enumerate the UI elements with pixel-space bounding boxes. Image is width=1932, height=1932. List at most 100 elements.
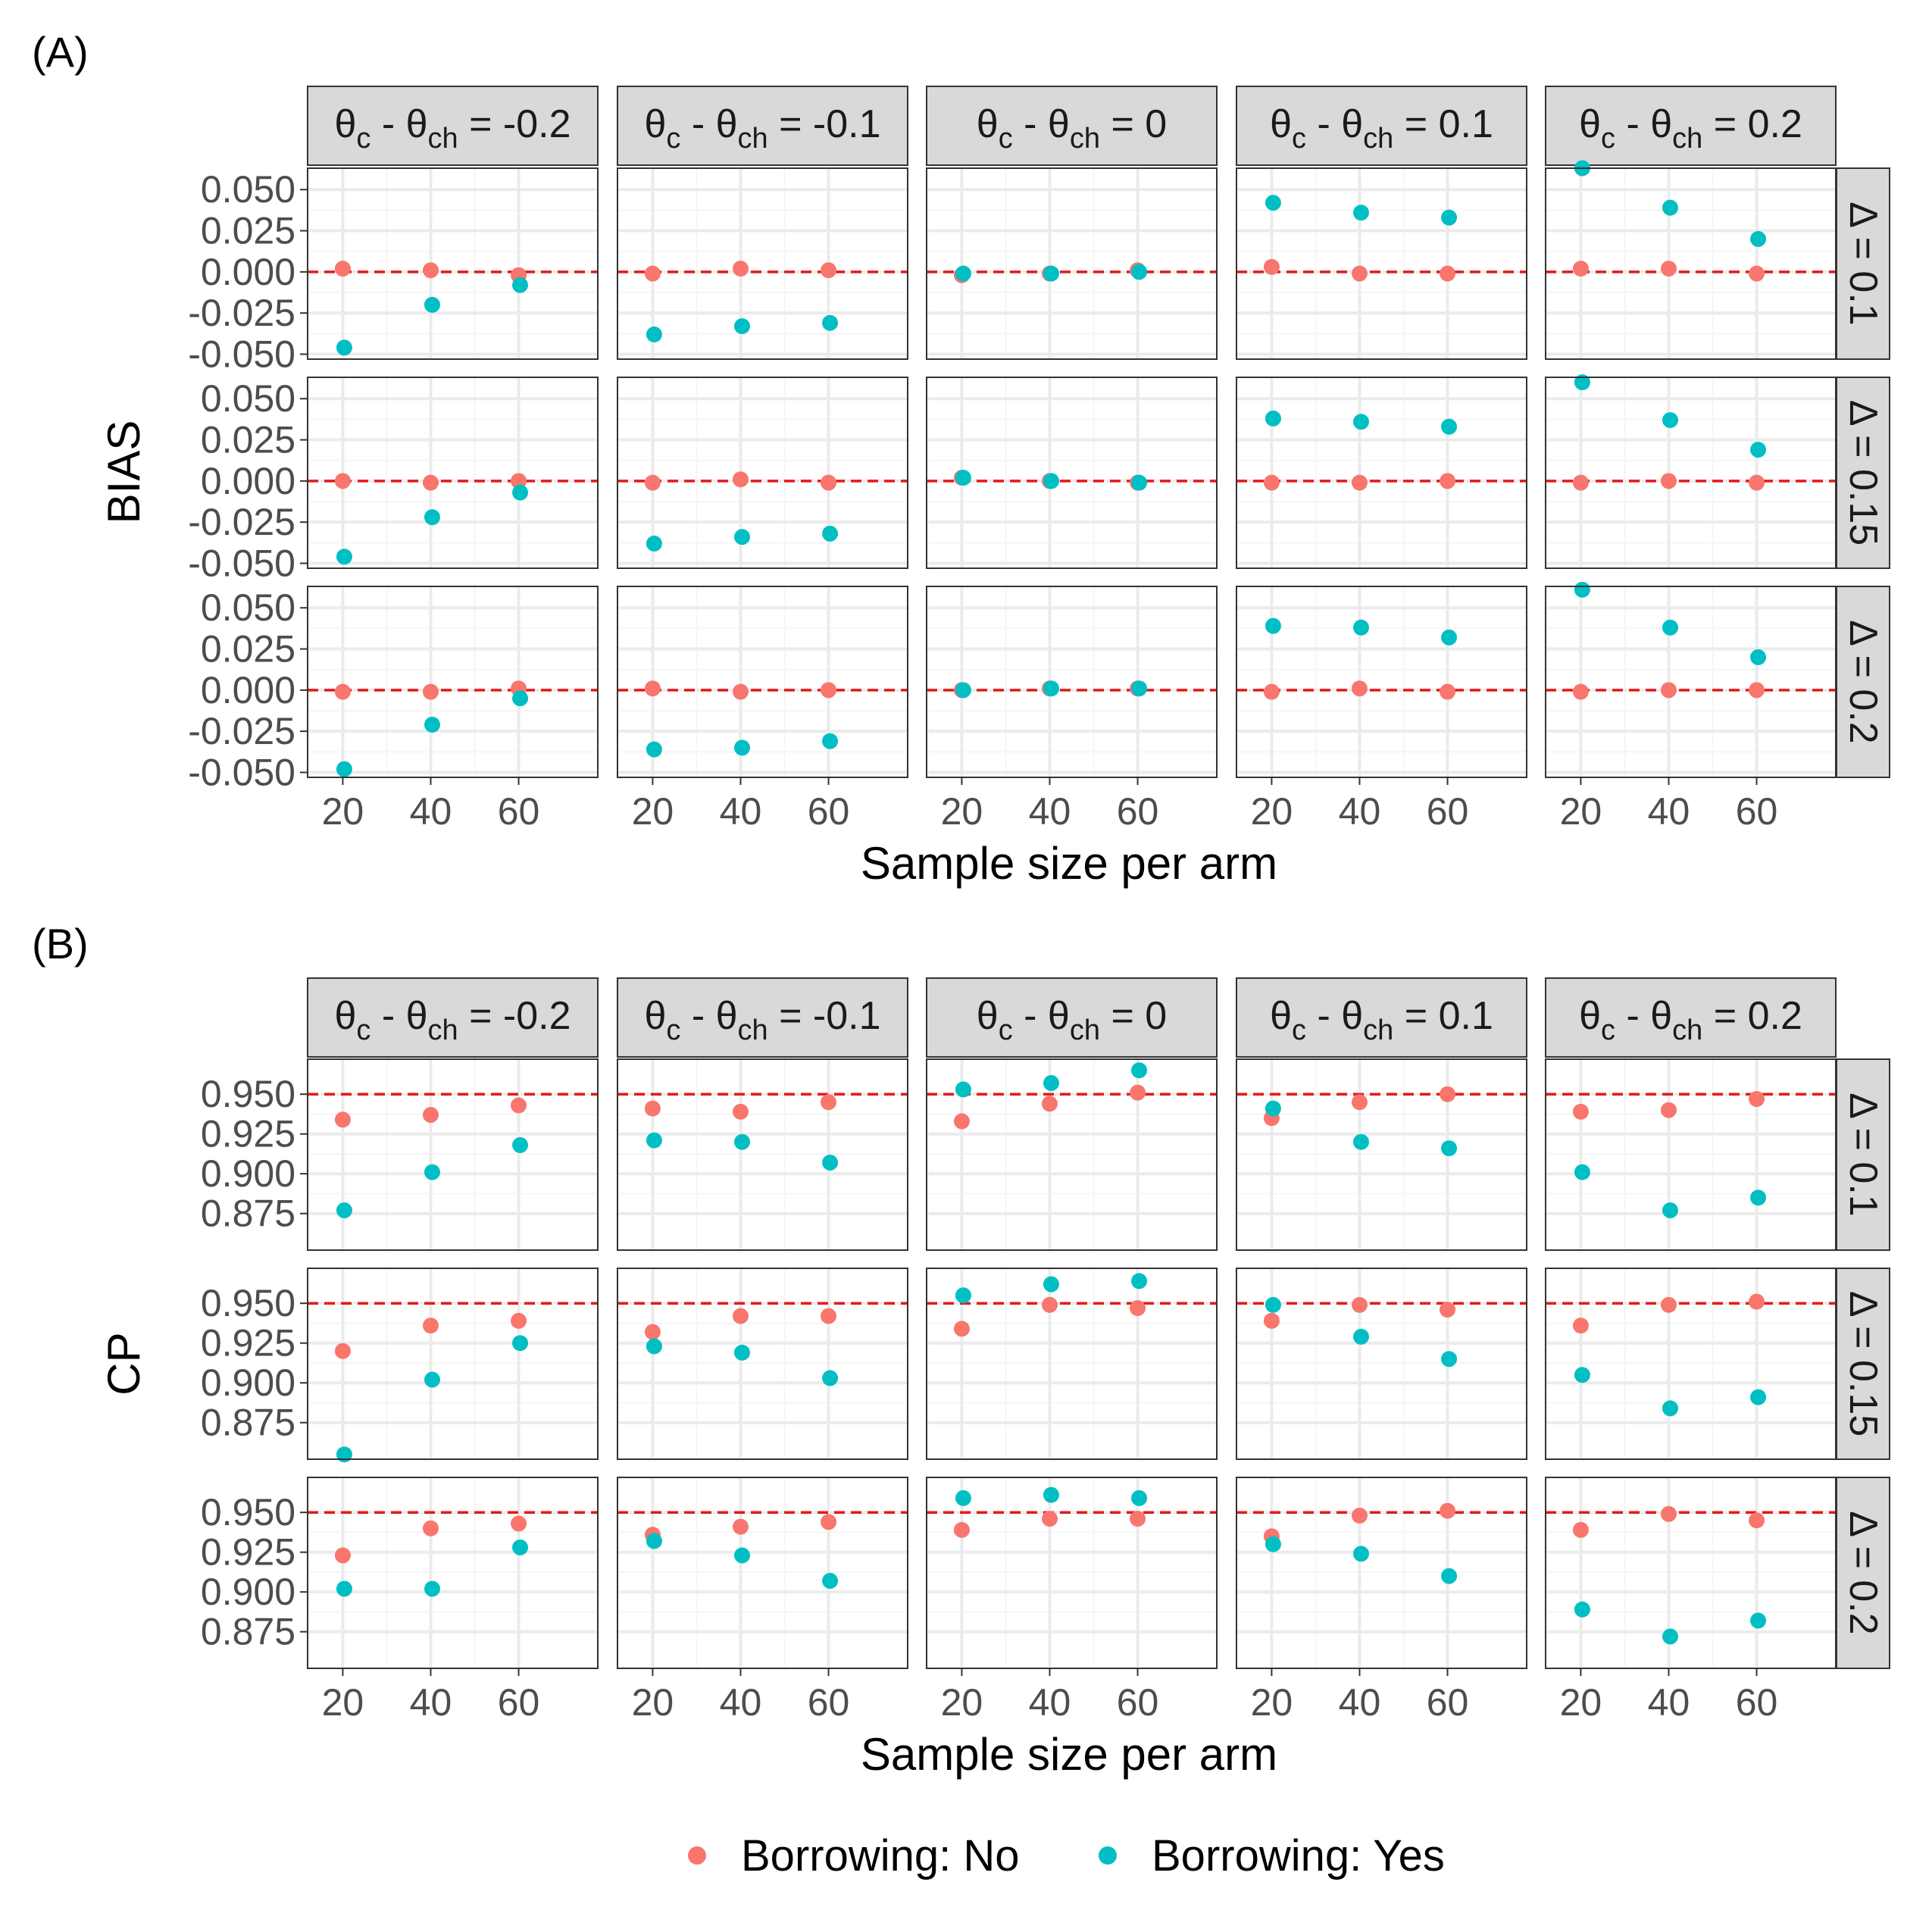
x-tick-label: 60 [1736, 790, 1778, 833]
column-strip-label: θc - θch = 0.2 [1579, 994, 1802, 1046]
column-strip-label: θc - θch = 0.2 [1579, 102, 1802, 155]
strip-label-part: - θ [1306, 102, 1363, 146]
data-point [1351, 474, 1368, 491]
panel-background [1546, 1268, 1836, 1459]
facet-panel [307, 586, 599, 778]
panel-background [617, 1477, 908, 1668]
strip-label-part: θ [334, 102, 356, 146]
data-point [422, 1318, 439, 1334]
column-strip [1545, 977, 1837, 1058]
data-point [1440, 473, 1456, 489]
y-tick-label: 0.025 [201, 210, 295, 252]
legend-key [1099, 1846, 1117, 1865]
data-point [1131, 680, 1148, 697]
data-point [822, 733, 839, 749]
data-point [422, 1520, 439, 1537]
x-tick-label: 40 [1648, 790, 1690, 833]
data-point [1572, 1318, 1589, 1334]
data-point [732, 683, 749, 700]
facet-panel [926, 586, 1218, 778]
row-strip [1836, 167, 1890, 360]
data-point [1351, 1296, 1368, 1313]
column-strip [307, 977, 599, 1058]
row-strip [1836, 1268, 1890, 1460]
facet-panel [307, 1268, 599, 1463]
x-tick-label: 40 [720, 1681, 762, 1724]
column-strip [1236, 86, 1527, 166]
data-point [1265, 195, 1281, 211]
x-tick-label: 20 [1251, 1681, 1293, 1724]
strip-label-part: ch [1070, 123, 1100, 155]
data-point [1130, 1300, 1146, 1316]
facet-panel [617, 377, 908, 569]
data-point [1749, 265, 1765, 282]
data-point [1440, 683, 1456, 700]
facet-panel [926, 1268, 1218, 1460]
data-point [955, 1081, 971, 1098]
data-point [1131, 1062, 1148, 1079]
panel-border [307, 1058, 599, 1251]
data-point [644, 1100, 661, 1117]
x-tick-label: 20 [941, 790, 983, 833]
y-tick-label: 0.900 [201, 1571, 295, 1613]
x-tick-label: 20 [632, 790, 674, 833]
legend-key [688, 1846, 706, 1865]
strip-label-part: = 0.1 [1393, 994, 1493, 1038]
strip-label-part: = 0.2 [1702, 102, 1802, 146]
facet-block-bias: (A)θc - θch = -0.2 θc - θch = -0.1 θc - θc… [32, 28, 1890, 889]
data-point [1265, 1100, 1281, 1117]
strip-label-part: θ [334, 994, 356, 1038]
panel-background [617, 1268, 908, 1459]
data-point [1130, 1084, 1146, 1101]
facet-panel [617, 586, 908, 778]
data-point [1572, 261, 1589, 277]
data-point [733, 529, 750, 546]
panel-border [307, 1268, 599, 1460]
column-strip [1236, 977, 1527, 1058]
y-tick-label: 0.875 [201, 1193, 295, 1235]
column-strip-label: θc - θch = 0 [977, 994, 1167, 1046]
facet-panel [926, 1058, 1218, 1251]
data-point [732, 1308, 749, 1324]
data-point [1351, 680, 1368, 697]
data-point [1265, 410, 1281, 427]
column-strip-label: θc - θch = -0.1 [644, 102, 880, 155]
panel-border [926, 1058, 1218, 1251]
facet-panel [307, 1058, 599, 1251]
x-tick-label: 60 [808, 1681, 850, 1724]
column-strip-label: θc - θch = -0.2 [334, 994, 571, 1046]
y-tick-label: 0.000 [201, 669, 295, 711]
strip-label-part: = -0.1 [768, 102, 881, 146]
facet-panel [1236, 1477, 1527, 1669]
legend: Borrowing: No Borrowing: Yes [688, 1831, 1445, 1880]
x-tick-label: 40 [1648, 1681, 1690, 1724]
column-strip [617, 977, 908, 1058]
data-point [1352, 414, 1369, 430]
panel-background [308, 168, 598, 359]
data-point [955, 682, 971, 699]
data-point [422, 262, 439, 279]
data-point [1043, 1075, 1059, 1091]
panel-border [1236, 167, 1527, 360]
data-point [512, 484, 529, 501]
data-point [1043, 473, 1059, 489]
data-point [1440, 1502, 1456, 1519]
column-strip-label: θc - θch = 0.1 [1270, 102, 1493, 155]
data-point [1441, 209, 1458, 226]
y-tick-label: -0.025 [188, 710, 295, 752]
strip-label-part: - θ [370, 994, 427, 1038]
data-point [1441, 1568, 1458, 1584]
data-point [1749, 1293, 1765, 1310]
data-point [955, 265, 971, 282]
facet-panel [1545, 1058, 1837, 1251]
data-point [1352, 1546, 1369, 1562]
row-strip-label: Δ = 0.2 [1841, 620, 1885, 743]
strip-label-part: c [666, 123, 680, 155]
data-point [1041, 1296, 1058, 1313]
y-axis-title: CP [98, 1332, 149, 1395]
panel-background [308, 1059, 598, 1250]
strip-label-part: = 0.1 [1393, 102, 1493, 146]
strip-label-part: c [1292, 123, 1306, 155]
strip-label-part: ch [1363, 123, 1393, 155]
